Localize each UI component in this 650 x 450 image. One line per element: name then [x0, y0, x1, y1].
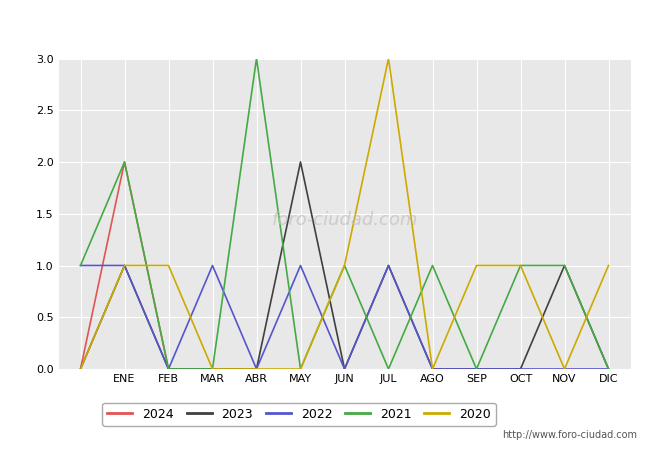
Legend: 2024, 2023, 2022, 2021, 2020: 2024, 2023, 2022, 2021, 2020 [103, 403, 495, 426]
Text: http://www.foro-ciudad.com: http://www.foro-ciudad.com [502, 430, 637, 440]
Text: foro-ciudad.com: foro-ciudad.com [271, 211, 418, 229]
Text: Matriculaciones de Vehiculos en Bercero: Matriculaciones de Vehiculos en Bercero [170, 13, 480, 28]
